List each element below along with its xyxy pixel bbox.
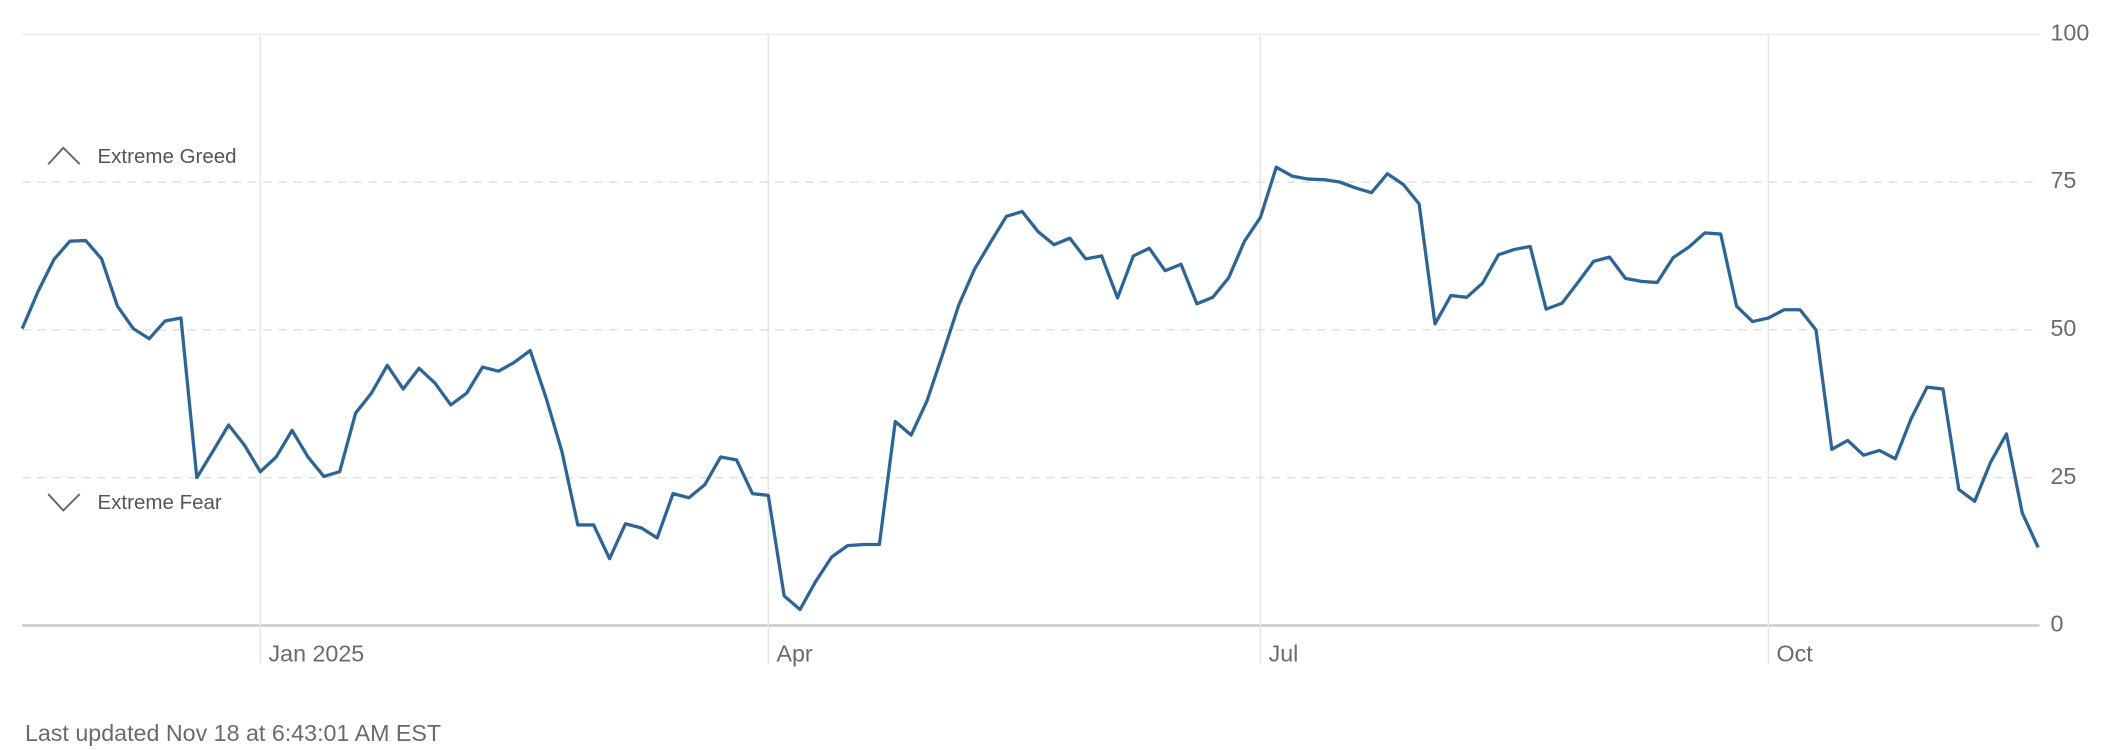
y-tick-label: 25 bbox=[2051, 463, 2077, 489]
fear-greed-line bbox=[20, 165, 2040, 612]
x-tick-label: Jul bbox=[1269, 641, 1299, 667]
last-updated: Last updated Nov 18 at 6:43:01 AM EST bbox=[25, 720, 441, 746]
annotation: Extreme Greed bbox=[97, 145, 236, 168]
y-tick-label: 0 bbox=[2051, 611, 2064, 637]
annotation: Extreme Fear bbox=[97, 491, 221, 514]
x-tick-label: Jan 2025 bbox=[269, 641, 365, 667]
fear-chevron bbox=[47, 493, 81, 512]
greed-chevron bbox=[47, 146, 81, 165]
x-tick-label: Oct bbox=[1777, 641, 1814, 667]
y-tick-label: 50 bbox=[2051, 315, 2077, 341]
y-tick-label: 75 bbox=[2051, 167, 2077, 193]
y-tick-label: 100 bbox=[2051, 19, 2090, 45]
x-tick-label: Apr bbox=[777, 641, 813, 667]
